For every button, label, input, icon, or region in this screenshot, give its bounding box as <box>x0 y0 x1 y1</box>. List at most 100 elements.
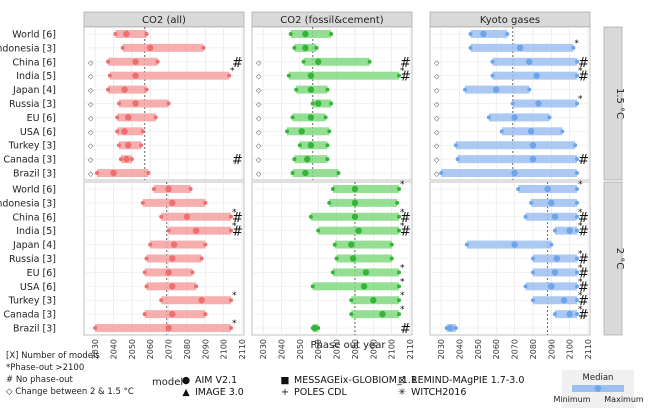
median-point <box>480 30 487 38</box>
min-point <box>444 326 449 331</box>
median-point <box>315 58 322 65</box>
max-point <box>336 171 341 176</box>
phaseout-after-2100-mark: * <box>400 263 405 273</box>
country-label: China [6] <box>12 57 56 68</box>
column-title: CO2 (fossil&cement) <box>280 15 384 26</box>
max-point <box>203 200 208 205</box>
min-point <box>151 186 156 191</box>
max-point <box>396 228 401 233</box>
max-point <box>453 326 458 331</box>
median-point <box>493 86 500 93</box>
range-bar <box>488 113 550 122</box>
min-point <box>290 115 295 120</box>
country-label: Russia [3] <box>9 254 56 265</box>
median-point <box>169 199 176 207</box>
range-bar <box>119 99 169 108</box>
phaseout-after-2100-mark: * <box>400 222 405 232</box>
no-phaseout-mark: # <box>232 225 243 240</box>
range-bar <box>441 169 577 178</box>
max-point <box>571 45 576 50</box>
x-tick-label: 2040 <box>278 339 287 359</box>
no-phaseout-mark: # <box>578 225 589 240</box>
no-phaseout-mark: # <box>400 211 411 226</box>
median-point <box>511 241 518 248</box>
max-point <box>228 326 233 331</box>
median-point <box>125 114 132 121</box>
min-point <box>490 73 495 78</box>
x-tick-label: 2080 <box>529 339 538 359</box>
median-point <box>548 199 555 207</box>
country-label: World [6] <box>12 29 56 40</box>
min-point <box>490 59 495 64</box>
min-point <box>120 45 125 50</box>
min-point <box>468 45 473 50</box>
median-point <box>302 169 309 177</box>
range-bar <box>122 43 204 52</box>
min-point <box>115 129 120 134</box>
median-point <box>351 185 359 193</box>
min-point <box>93 326 98 331</box>
range-bar <box>109 71 230 80</box>
range-bar <box>457 155 577 164</box>
max-point <box>574 101 579 106</box>
change-mark: ◇ <box>256 170 262 178</box>
range-bar <box>150 240 206 249</box>
min-point <box>297 143 302 148</box>
min-point <box>468 31 473 36</box>
median-point <box>527 128 535 135</box>
change-mark: ◇ <box>256 101 262 109</box>
range-bar <box>336 254 392 263</box>
max-point <box>574 73 579 78</box>
min-point <box>117 101 122 106</box>
phaseout-after-2100-mark: * <box>578 222 583 232</box>
x-axis-label: Phase out year <box>311 340 387 351</box>
change-mark: ◇ <box>88 128 94 136</box>
min-point <box>330 270 335 275</box>
median-point <box>362 269 370 276</box>
range-bar <box>95 324 231 333</box>
no-phaseout-mark: # <box>400 322 411 337</box>
range-bar <box>492 57 577 66</box>
median-point <box>123 155 130 163</box>
phaseout-after-2100-mark: * <box>578 208 583 218</box>
phaseout-after-2100-mark: * <box>232 319 237 329</box>
phaseout-after-2100-mark: * <box>578 250 583 260</box>
min-point <box>523 284 528 289</box>
max-point <box>367 59 372 64</box>
no-phaseout-mark: # <box>578 56 589 71</box>
range-bar <box>117 113 156 122</box>
x-tick-label: 2030 <box>437 339 446 359</box>
change-mark: ◇ <box>88 156 94 164</box>
change-mark: ◇ <box>256 128 262 136</box>
min-point <box>144 284 149 289</box>
median-point <box>349 255 357 262</box>
range-bar <box>455 141 576 150</box>
x-tick-label: 2060 <box>146 339 155 359</box>
range-bar <box>512 99 577 108</box>
x-tick-label: 2040 <box>456 339 465 359</box>
max-point <box>139 143 144 148</box>
change-mark: ◇ <box>256 156 262 164</box>
max-point <box>574 298 579 303</box>
range-bar <box>294 155 328 164</box>
median-point <box>551 269 559 276</box>
range-bar <box>466 240 552 249</box>
change-mark: ◇ <box>434 142 440 150</box>
phaseout-after-2100-mark: * <box>578 291 583 301</box>
country-label: Japan [4] <box>12 85 56 96</box>
max-point <box>228 298 233 303</box>
min-point <box>115 115 120 120</box>
median-point <box>132 58 139 65</box>
legend-note: # No phase-out <box>6 375 74 385</box>
min-point <box>332 242 337 247</box>
x-tick-label: 2110 <box>406 339 415 359</box>
country-label: India [5] <box>16 71 56 82</box>
change-mark: ◇ <box>256 73 262 81</box>
country-label: India [5] <box>16 226 56 237</box>
median-point <box>302 44 309 52</box>
max-point <box>389 242 394 247</box>
range-bar <box>525 212 577 221</box>
max-point <box>325 157 330 162</box>
max-point <box>228 214 233 219</box>
min-point <box>148 242 153 247</box>
